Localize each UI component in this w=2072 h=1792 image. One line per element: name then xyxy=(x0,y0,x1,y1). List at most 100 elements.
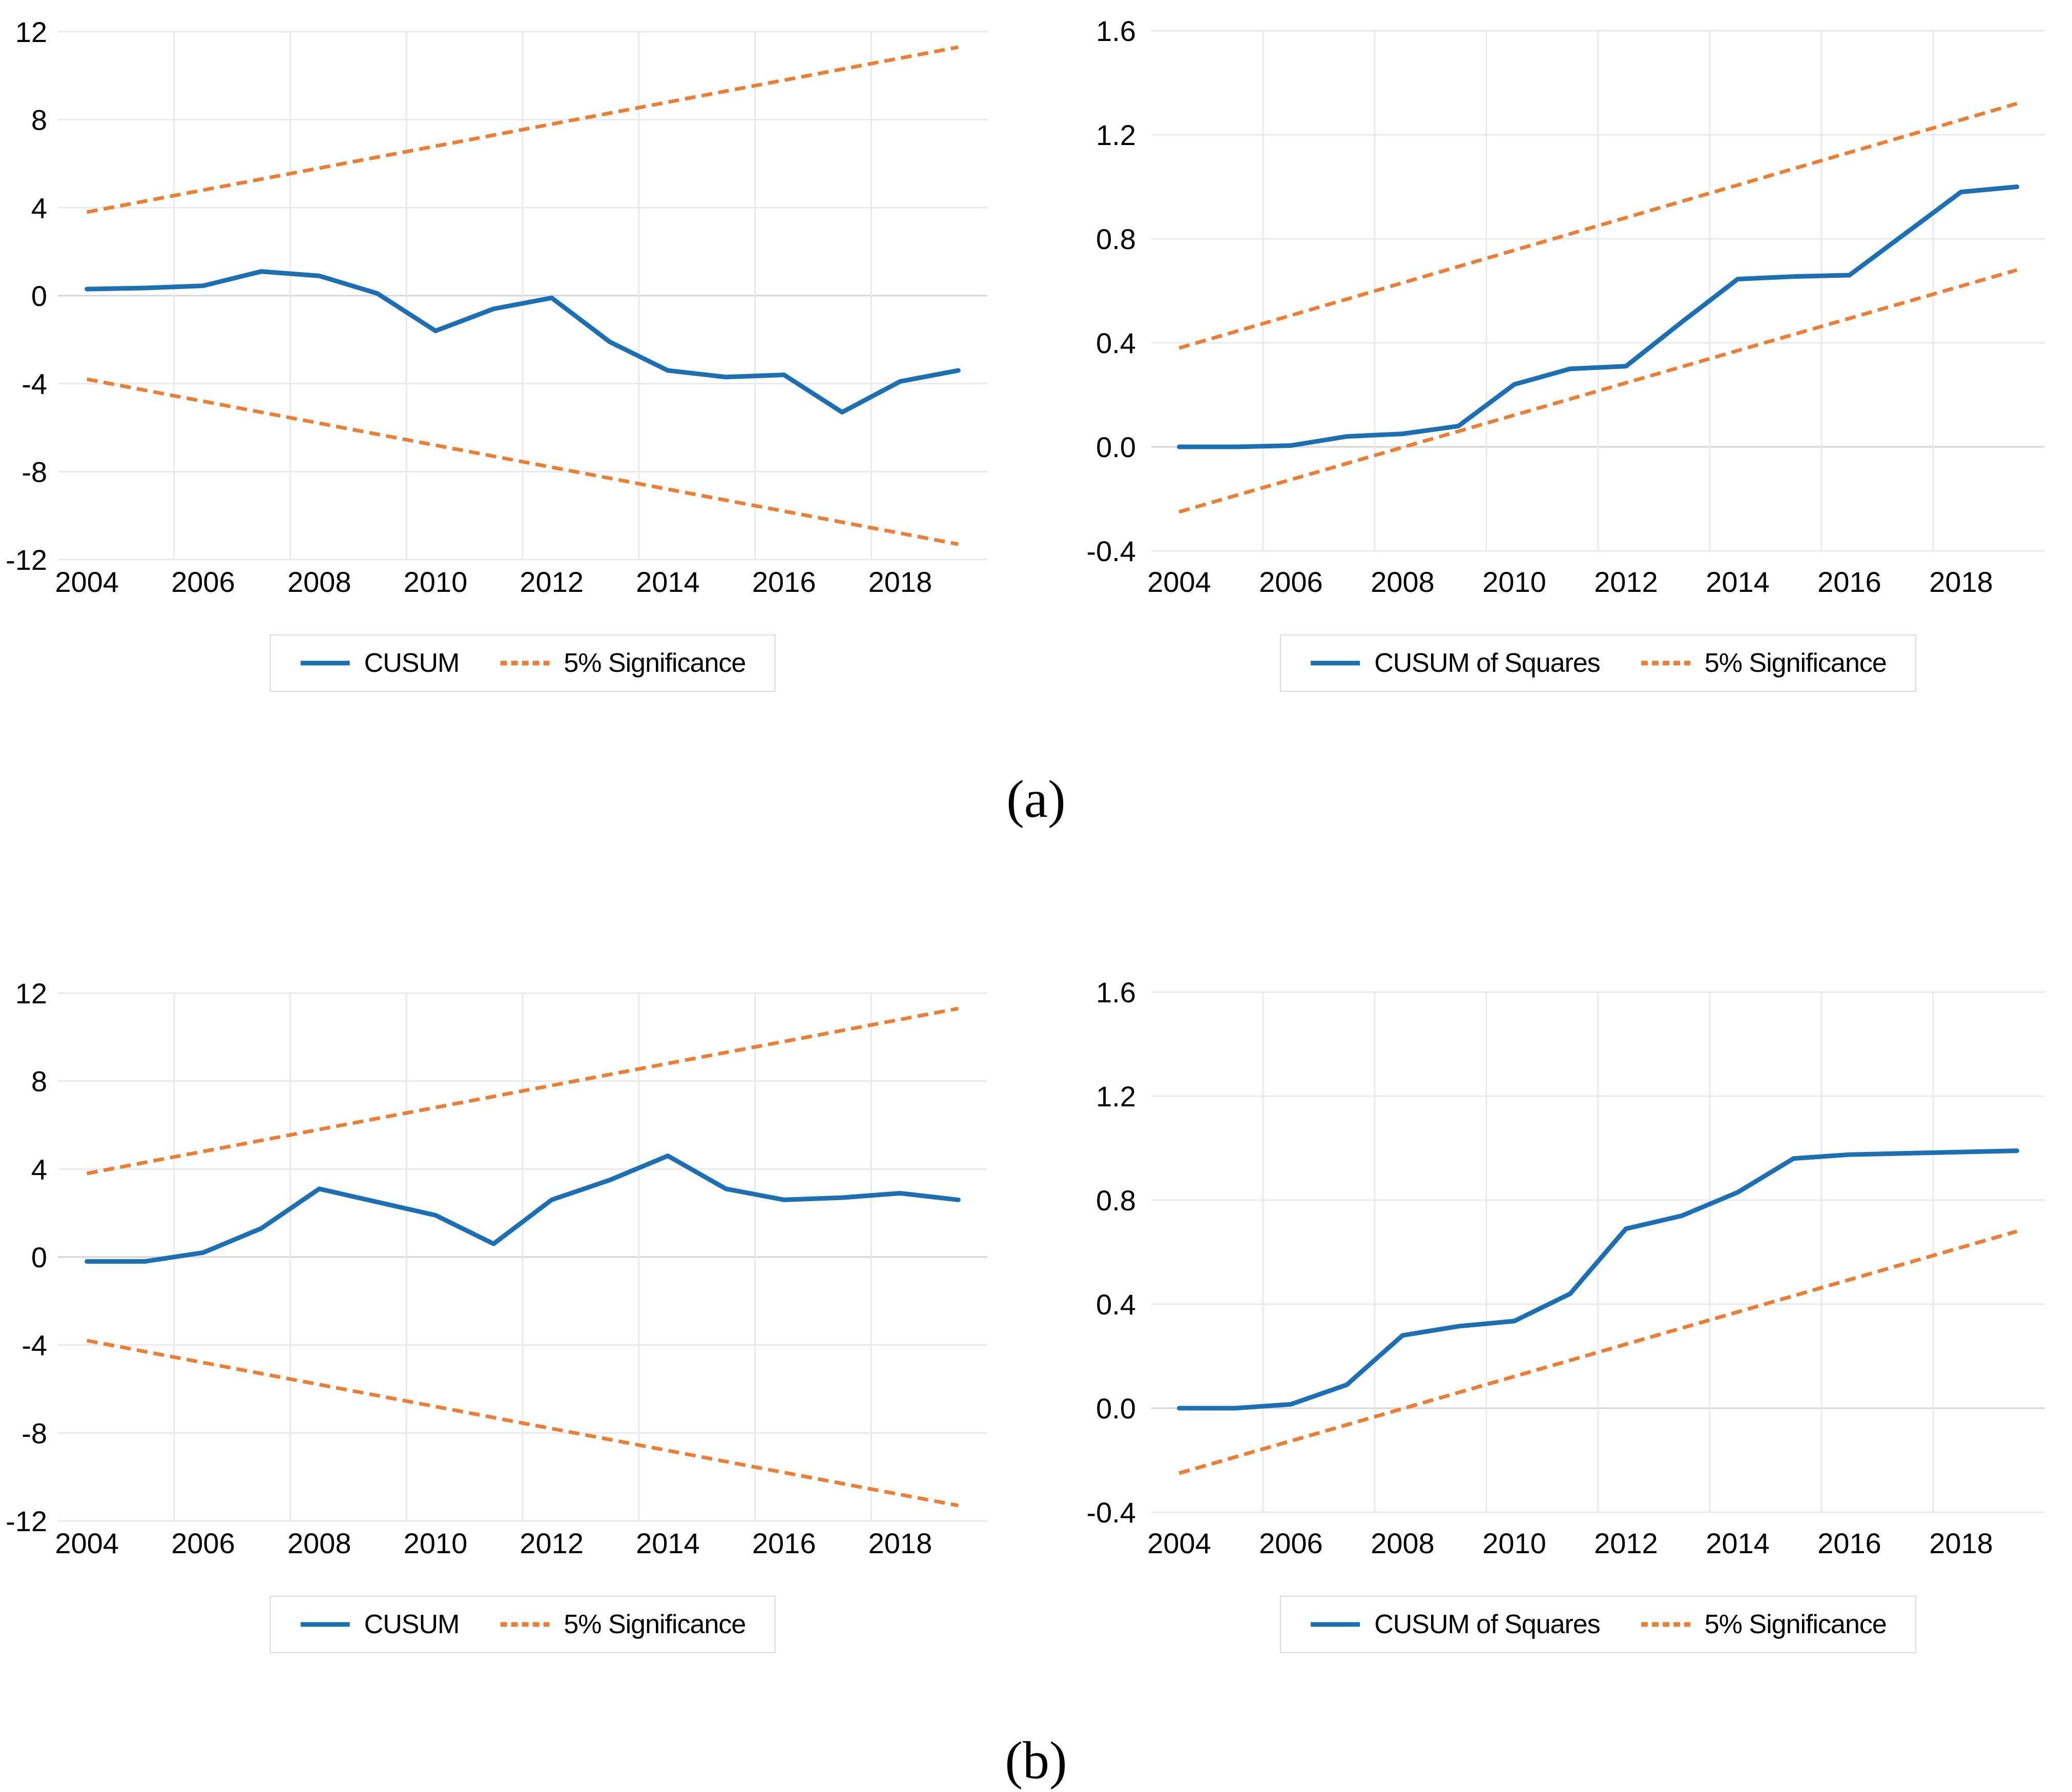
y-tick-label: -4 xyxy=(22,1329,47,1362)
legend-solid-line-sample xyxy=(1311,1622,1360,1627)
cusum-chart-b: 12 8 4 0 -4 -8 -12 2004 2006 2008 2010 2012 2014 2016… xyxy=(0,961,1036,1689)
legend-label-significance: 5% Significance xyxy=(564,648,746,678)
y-tick-label: 4 xyxy=(31,1153,47,1185)
x-tick-label: 2008 xyxy=(1371,1527,1435,1559)
x-tick-label: 2010 xyxy=(1482,566,1546,598)
y-tick-label: 12 xyxy=(15,16,47,48)
legend-dashed-line-sample xyxy=(1641,661,1690,666)
x-tick-label: 2014 xyxy=(636,1527,700,1559)
y-tick-label: 0.0 xyxy=(1096,1392,1136,1425)
x-tick-label: 2010 xyxy=(404,566,468,598)
y-tick-label: -12 xyxy=(6,544,47,576)
y-tick-label: 0 xyxy=(31,280,47,312)
y-tick-label: -8 xyxy=(22,1417,47,1449)
x-tick-label: 2012 xyxy=(520,1527,584,1559)
x-tick-label: 2008 xyxy=(1371,566,1435,598)
legend-dashed-line-sample xyxy=(500,661,550,666)
cusum-b-series-line xyxy=(85,1154,961,1264)
cusum-of-squares-chart-a: 1.6 1.2 0.8 0.4 0.0 -0.4 2004 2006 2008 2010 2012 2… xyxy=(1036,0,2072,728)
x-tick-label: 2006 xyxy=(171,1527,235,1559)
x-tick-label: 2018 xyxy=(868,566,933,598)
y-tick-label: 12 xyxy=(15,977,47,1010)
x-tick-label: 2008 xyxy=(287,1527,351,1559)
x-tick-label: 2006 xyxy=(171,566,235,598)
cusum-of-squares-a-series-line xyxy=(1177,184,2019,449)
x-tick-label: 2014 xyxy=(636,566,700,598)
y-tick-label: 0.8 xyxy=(1096,223,1136,255)
x-tick-label: 2004 xyxy=(55,1527,119,1559)
x-tick-label: 2006 xyxy=(1259,566,1323,598)
y-tick-label: 0.4 xyxy=(1096,327,1136,359)
x-tick-label: 2012 xyxy=(1594,1527,1658,1559)
x-tick-label: 2018 xyxy=(1929,566,1993,598)
legend-label-cusum: CUSUM xyxy=(364,1610,460,1639)
legend-cusum-b: CUSUM 5% Significance xyxy=(270,1596,776,1653)
panel-caption-b: (b) xyxy=(1005,1731,1067,1790)
cusum-of-squares-chart-b: 1.6 1.2 0.8 0.4 0.0 -0.4 2004 2006 2008 2010 2012 2… xyxy=(1036,961,2072,1689)
y-tick-label: 1.2 xyxy=(1096,119,1136,151)
x-tick-label: 2006 xyxy=(1259,1527,1323,1559)
legend-dashed-line-sample xyxy=(1641,1622,1690,1627)
panel-caption-a: (a) xyxy=(1006,770,1066,829)
y-tick-label: 0.4 xyxy=(1096,1288,1136,1321)
x-tick-label: 2004 xyxy=(1147,566,1211,598)
x-tick-label: 2016 xyxy=(1817,566,1881,598)
legend-label-cusum-of-squares: CUSUM of Squares xyxy=(1374,1610,1601,1639)
legend-cusum-a: CUSUM 5% Significance xyxy=(270,634,776,692)
x-tick-label: 2016 xyxy=(752,1527,816,1559)
y-tick-label: 0.0 xyxy=(1096,431,1136,463)
legend-label-cusum: CUSUM xyxy=(364,648,460,678)
x-tick-label: 2004 xyxy=(55,566,119,598)
y-tick-label: -4 xyxy=(22,368,47,400)
legend-label-significance: 5% Significance xyxy=(1704,1610,1887,1639)
x-tick-label: 2004 xyxy=(1147,1527,1211,1559)
x-tick-label: 2018 xyxy=(868,1527,933,1559)
cusum-of-squares-a-svg: 1.6 1.2 0.8 0.4 0.0 -0.4 2004 2006 2008 2010 2012 2… xyxy=(1087,15,2045,598)
y-tick-label: -0.4 xyxy=(1087,1496,1136,1529)
significance-line xyxy=(1178,268,2018,514)
legend-solid-line-sample xyxy=(300,661,350,666)
legend-cusum-of-squares-a: CUSUM of Squares 5% Significance xyxy=(1280,634,1916,692)
x-tick-label: 2014 xyxy=(1706,1527,1770,1559)
legend-label-cusum-of-squares: CUSUM of Squares xyxy=(1374,648,1601,678)
y-tick-label: 0 xyxy=(31,1241,47,1273)
legend-dashed-line-sample xyxy=(500,1622,550,1627)
cusum-a-series-line xyxy=(85,269,961,415)
x-tick-label: 2012 xyxy=(1594,566,1658,598)
y-tick-label: 1.2 xyxy=(1096,1080,1136,1113)
y-tick-label: 8 xyxy=(31,104,47,136)
y-tick-label: 0.8 xyxy=(1096,1184,1136,1217)
significance-line xyxy=(1178,1229,2018,1475)
legend-solid-line-sample xyxy=(1311,661,1360,666)
y-tick-label: 8 xyxy=(31,1065,47,1098)
cusum-of-squares-b-svg: 1.6 1.2 0.8 0.4 0.0 -0.4 2004 2006 2008 2010 2012 2… xyxy=(1087,976,2045,1559)
cusum-of-squares-b-series-line xyxy=(1177,1148,2019,1411)
legend-label-significance: 5% Significance xyxy=(564,1610,746,1639)
significance-line xyxy=(87,1006,959,1176)
x-tick-label: 2016 xyxy=(1817,1527,1881,1559)
x-tick-label: 2010 xyxy=(1482,1527,1546,1559)
x-tick-label: 2012 xyxy=(520,566,584,598)
y-tick-label: 1.6 xyxy=(1096,976,1136,1008)
y-tick-label: 1.6 xyxy=(1096,15,1136,47)
significance-line xyxy=(1178,101,2018,350)
x-tick-label: 2008 xyxy=(287,566,351,598)
cusum-chart-a: 12 8 4 0 -4 -8 -12 2004 2006 2008 2010 2012 2014 2016… xyxy=(0,0,1036,728)
legend-cusum-of-squares-b: CUSUM of Squares 5% Significance xyxy=(1280,1596,1916,1653)
significance-line xyxy=(87,45,959,214)
significance-line xyxy=(87,1338,959,1508)
x-tick-label: 2010 xyxy=(404,1527,468,1559)
x-tick-label: 2016 xyxy=(752,566,816,598)
y-tick-label: -8 xyxy=(22,456,47,488)
legend-label-significance: 5% Significance xyxy=(1704,648,1887,678)
y-tick-label: 4 xyxy=(31,192,47,224)
significance-line xyxy=(87,377,959,546)
x-tick-label: 2014 xyxy=(1706,566,1770,598)
x-tick-label: 2018 xyxy=(1929,1527,1993,1559)
y-tick-label: -0.4 xyxy=(1087,535,1136,567)
legend-solid-line-sample xyxy=(300,1622,350,1627)
y-tick-label: -12 xyxy=(6,1505,47,1537)
